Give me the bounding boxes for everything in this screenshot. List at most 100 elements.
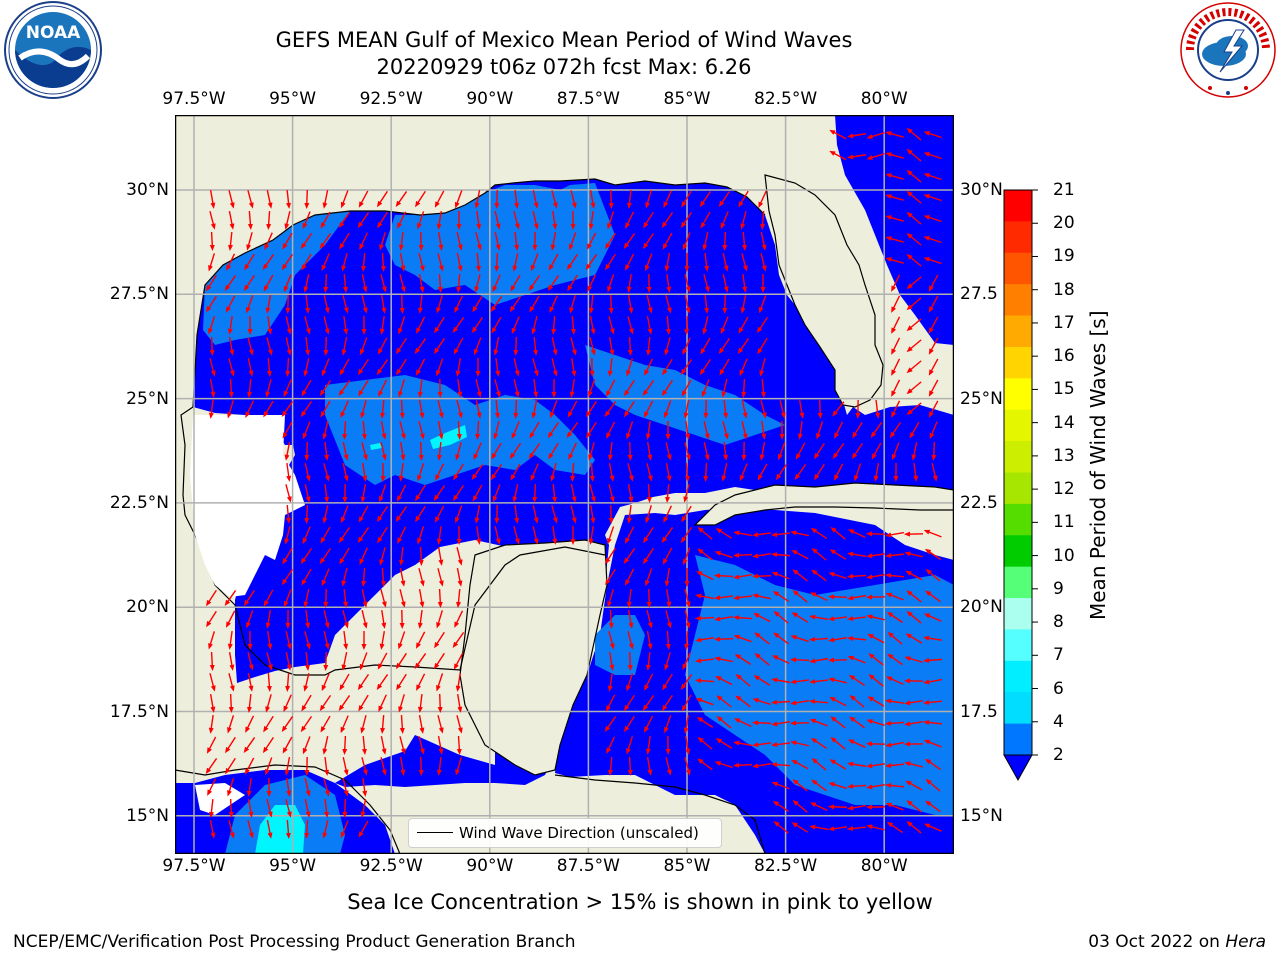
wind-wave-arrow — [228, 652, 235, 671]
colorbar-tick-label: 12 — [1053, 479, 1075, 500]
wind-wave-arrow — [361, 442, 368, 461]
wind-wave-arrow — [323, 273, 329, 293]
wind-wave-arrow — [905, 633, 923, 644]
lon-tick-label: 87.5°W — [556, 89, 620, 109]
wind-wave-arrow — [399, 421, 406, 440]
wind-wave-arrow — [906, 339, 922, 353]
wind-wave-arrow — [552, 210, 558, 230]
wind-wave-arrow — [891, 295, 901, 313]
wind-wave-arrow — [720, 211, 729, 230]
wind-wave-arrow — [243, 589, 255, 607]
colorbar-segment — [1004, 598, 1032, 630]
wind-wave-arrow — [418, 715, 425, 734]
wind-wave-arrow — [358, 820, 369, 838]
wind-wave-arrow — [530, 463, 539, 482]
wind-wave-arrow — [263, 589, 274, 607]
wind-wave-arrow — [531, 316, 538, 335]
wind-wave-arrow — [320, 211, 331, 229]
pacific-coast — [175, 764, 401, 854]
wind-wave-arrow — [529, 421, 540, 439]
wind-wave-arrow — [849, 716, 865, 729]
colorbar-tick-label: 9 — [1053, 578, 1064, 599]
wind-wave-arrow — [224, 275, 237, 292]
wind-wave-arrow — [721, 379, 728, 398]
wind-wave-arrow — [286, 777, 292, 797]
wind-wave-arrow — [262, 736, 275, 754]
wind-wave-arrow — [398, 316, 406, 335]
wind-wave-arrow — [417, 294, 423, 314]
wind-wave-arrow — [722, 421, 729, 440]
wind-wave-arrow — [771, 532, 791, 538]
wind-wave-arrow — [247, 210, 253, 230]
wind-wave-arrow — [342, 442, 349, 461]
wind-wave-arrow — [528, 443, 541, 460]
wind-wave-arrow — [828, 782, 847, 789]
wind-wave-arrow — [304, 819, 310, 839]
wind-wave-arrow — [494, 526, 501, 545]
wind-wave-arrow — [904, 721, 924, 727]
wind-wave-arrow — [871, 442, 882, 460]
wind-wave-arrow — [684, 757, 691, 776]
wind-wave-arrow — [847, 551, 867, 557]
sea-ice-note-text: Sea Ice Concentration > 15% is shown in … — [347, 890, 933, 914]
wind-wave-arrow — [416, 631, 426, 649]
wind-wave-arrow — [605, 253, 616, 271]
wind-wave-arrow — [866, 784, 886, 790]
wind-wave-arrow — [684, 630, 690, 650]
wind-wave-arrow — [626, 189, 632, 209]
wind-wave-arrow — [891, 316, 901, 334]
wind-wave-arrow — [605, 694, 616, 712]
wind-wave-arrow — [847, 655, 866, 664]
wind-wave-arrow — [906, 127, 922, 141]
wind-wave-arrow — [696, 571, 714, 581]
wind-wave-arrow — [701, 379, 710, 398]
no-data-patch-west — [190, 415, 305, 597]
wind-wave-arrow — [281, 568, 294, 586]
wind-wave-arrow — [627, 441, 633, 461]
noaa-logo: NOAA — [4, 1, 102, 99]
wind-wave-arrow — [433, 337, 445, 355]
wind-wave-arrow — [513, 526, 520, 545]
wind-wave-arrow — [471, 464, 484, 481]
colorbar-segment — [1004, 723, 1032, 756]
wind-wave-arrow — [303, 589, 310, 608]
wind-wave-arrow — [759, 358, 766, 377]
wind-wave-arrow — [588, 379, 596, 398]
wind-wave-arrow — [624, 379, 635, 397]
wind-wave-arrow — [695, 678, 715, 684]
lon-tick-label: 80°W — [860, 89, 908, 109]
wind-wave-arrow — [828, 594, 848, 600]
wind-wave-arrow — [891, 274, 901, 292]
wind-wave-arrow — [513, 379, 520, 398]
wind-wave-arrow — [456, 253, 463, 272]
wind-wave-arrow — [286, 462, 292, 482]
wind-wave-arrow — [399, 568, 406, 587]
wind-wave-arrow — [828, 826, 848, 832]
wind-wave-arrow — [646, 756, 653, 776]
wind-wave-arrow — [817, 399, 823, 419]
wind-wave-arrow — [868, 674, 884, 687]
wind-wave-arrow — [495, 357, 501, 377]
wind-wave-arrow — [733, 615, 753, 621]
wind-wave-arrow — [380, 757, 387, 776]
wind-wave-arrow — [828, 637, 848, 643]
wind-wave-arrow — [245, 295, 254, 314]
wind-wave-arrow — [697, 526, 713, 540]
wind-wave-arrow — [359, 652, 368, 671]
wind-wave-arrow — [703, 421, 710, 440]
wind-wave-arrow — [642, 232, 655, 250]
wind-wave-arrow — [684, 442, 691, 461]
wind-wave-arrow — [471, 316, 484, 334]
lat-tick-label: 27.5 — [960, 284, 998, 305]
wind-wave-arrow — [853, 463, 862, 482]
wind-wave-arrow — [607, 274, 615, 293]
colorbar-segment — [1004, 378, 1032, 411]
wind-wave-arrow — [436, 295, 443, 314]
wind-wave-arrow — [923, 152, 942, 160]
wind-wave-arrow — [626, 358, 634, 377]
wind-wave-arrow — [571, 357, 577, 377]
wind-wave-arrow — [361, 589, 368, 608]
wind-wave-arrow — [358, 379, 369, 397]
wind-wave-arrow — [397, 211, 407, 229]
wind-wave-arrow — [472, 295, 483, 313]
